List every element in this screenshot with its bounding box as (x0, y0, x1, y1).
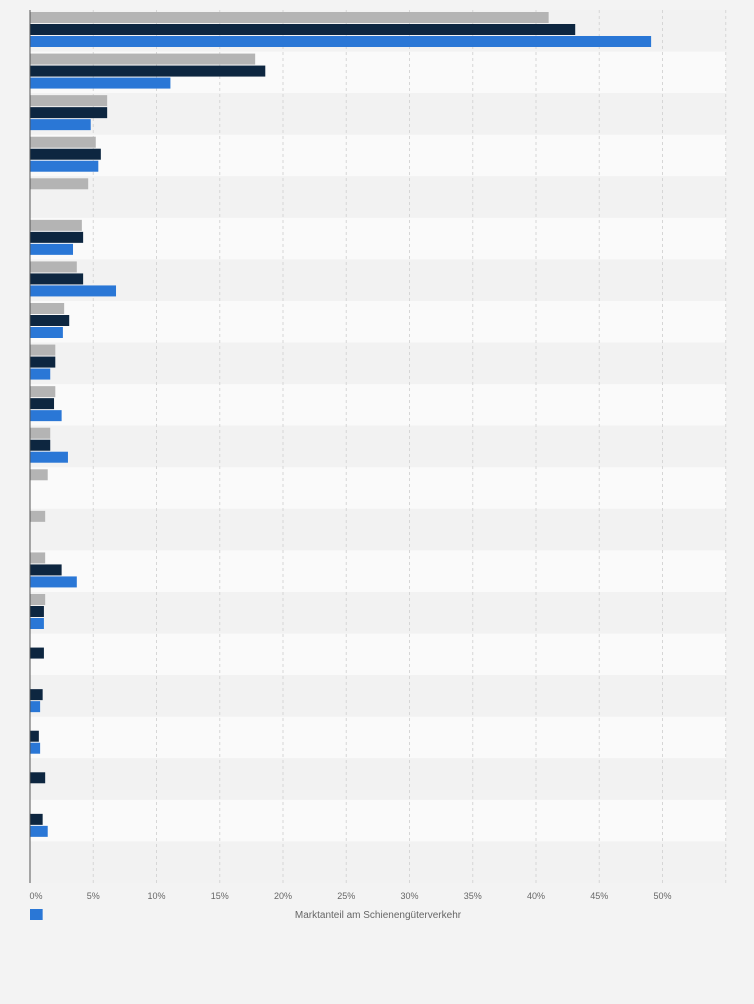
bar[interactable] (30, 576, 77, 588)
bar[interactable] (30, 618, 44, 629)
bar[interactable] (30, 344, 56, 356)
bar[interactable] (30, 701, 41, 713)
bar[interactable] (30, 160, 99, 172)
bar[interactable] (30, 219, 82, 231)
row-band (30, 841, 726, 883)
row-band (30, 93, 726, 135)
x-tick-label: 50% (653, 891, 671, 901)
bar[interactable] (30, 606, 44, 617)
bar[interactable] (30, 285, 117, 297)
x-tick-label: 45% (590, 891, 608, 901)
bar[interactable] (30, 273, 84, 285)
bar[interactable] (30, 12, 549, 23)
row-band (30, 675, 726, 717)
bar[interactable] (30, 564, 62, 576)
bar[interactable] (30, 327, 63, 338)
bar[interactable] (30, 398, 55, 410)
row-band (30, 259, 726, 301)
bar[interactable] (30, 24, 576, 35)
x-axis-title: Marktanteil am Schienengüterverkehr (295, 910, 462, 921)
x-tick-label: 25% (337, 891, 355, 901)
bar[interactable] (30, 303, 65, 314)
bar[interactable] (30, 178, 89, 190)
bar[interactable] (30, 386, 56, 398)
row-band (30, 176, 726, 218)
bar[interactable] (30, 53, 256, 65)
bar[interactable] (30, 65, 266, 77)
bar[interactable] (30, 825, 48, 837)
bar[interactable] (30, 594, 46, 605)
x-tick-label: 35% (464, 891, 482, 901)
x-tick-label: 10% (147, 891, 165, 901)
row-band (30, 758, 726, 800)
bar[interactable] (30, 439, 51, 451)
row-band (30, 633, 726, 676)
bar[interactable] (30, 689, 43, 701)
bar[interactable] (30, 107, 108, 119)
bar[interactable] (30, 730, 39, 742)
bar[interactable] (30, 119, 91, 131)
row-band (30, 217, 726, 260)
row-band (30, 467, 726, 509)
x-tick-label: 30% (400, 891, 418, 901)
bar[interactable] (30, 427, 51, 439)
bar[interactable] (30, 909, 43, 920)
row-band (30, 425, 726, 468)
bar[interactable] (30, 552, 46, 564)
bar[interactable] (30, 510, 46, 522)
bar[interactable] (30, 410, 62, 422)
bar[interactable] (30, 231, 84, 243)
x-tick-label: 0% (29, 891, 42, 901)
bar[interactable] (30, 356, 56, 368)
bar[interactable] (30, 368, 51, 380)
bar[interactable] (30, 469, 48, 481)
bar[interactable] (30, 261, 77, 273)
bar[interactable] (30, 813, 43, 825)
x-tick-label: 20% (274, 891, 292, 901)
row-band (30, 799, 726, 842)
row-band (30, 342, 726, 385)
row-band (30, 134, 726, 177)
row-bands (30, 10, 726, 883)
bar[interactable] (30, 36, 652, 47)
bar[interactable] (30, 772, 46, 784)
bar[interactable] (30, 451, 68, 463)
bar[interactable] (30, 742, 41, 754)
row-band (30, 384, 726, 426)
bar[interactable] (30, 136, 96, 148)
row-band (30, 550, 726, 592)
bar[interactable] (30, 315, 70, 326)
bar[interactable] (30, 77, 171, 89)
x-tick-labels: 0% 5% 10% 15% 20% 25% 30% 35% 40% 45% 50% (29, 891, 671, 901)
bars (30, 12, 652, 920)
row-band (30, 508, 726, 551)
bar[interactable] (30, 647, 44, 659)
bar[interactable] (30, 148, 101, 160)
x-tick-label: 15% (211, 891, 229, 901)
row-band (30, 301, 726, 343)
bar[interactable] (30, 95, 108, 107)
bar[interactable] (30, 243, 74, 255)
x-tick-label: 5% (87, 891, 100, 901)
row-band (30, 592, 726, 634)
row-band (30, 716, 726, 759)
x-tick-label: 40% (527, 891, 545, 901)
